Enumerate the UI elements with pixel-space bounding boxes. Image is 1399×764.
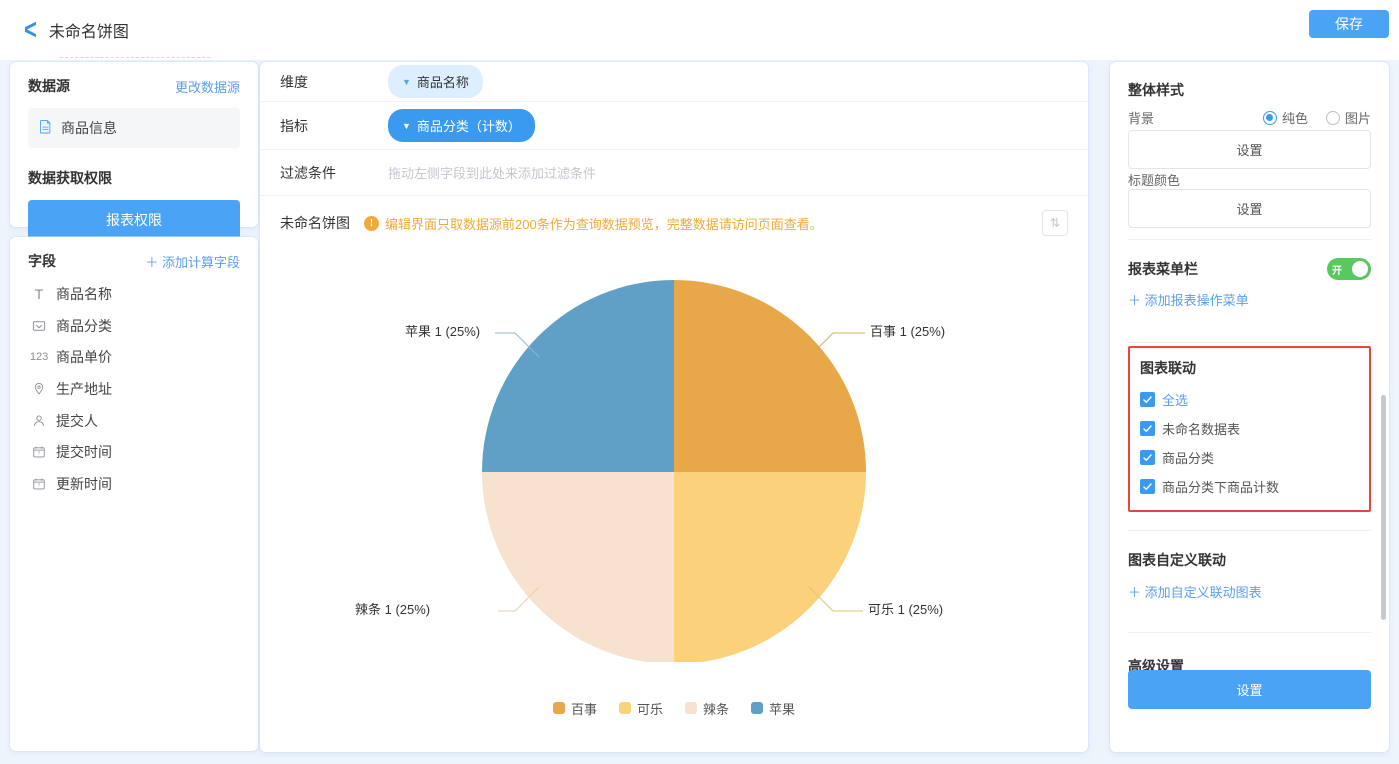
svg-text:可乐 1 (25%): 可乐 1 (25%) — [868, 602, 943, 617]
svg-text:苹果 1 (25%): 苹果 1 (25%) — [405, 324, 480, 339]
svg-text:7: 7 — [38, 450, 41, 455]
svg-text:辣条 1 (25%): 辣条 1 (25%) — [355, 602, 430, 617]
svg-text:百事 1 (25%): 百事 1 (25%) — [870, 324, 945, 339]
svg-text:7: 7 — [38, 482, 41, 487]
